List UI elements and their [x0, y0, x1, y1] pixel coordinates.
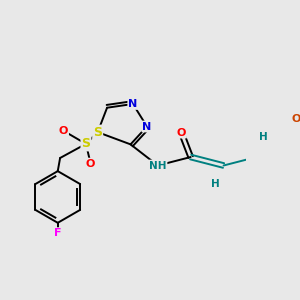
Text: S: S [81, 137, 90, 150]
Text: N: N [142, 122, 152, 131]
Text: O: O [86, 159, 95, 169]
Text: NH: NH [149, 160, 166, 170]
Text: O: O [59, 126, 68, 136]
Text: H: H [259, 132, 267, 142]
Text: S: S [93, 126, 102, 139]
Text: O: O [177, 128, 186, 138]
Text: F: F [54, 228, 62, 238]
Text: O: O [292, 113, 300, 124]
Text: H: H [211, 179, 220, 189]
Text: N: N [128, 99, 137, 109]
